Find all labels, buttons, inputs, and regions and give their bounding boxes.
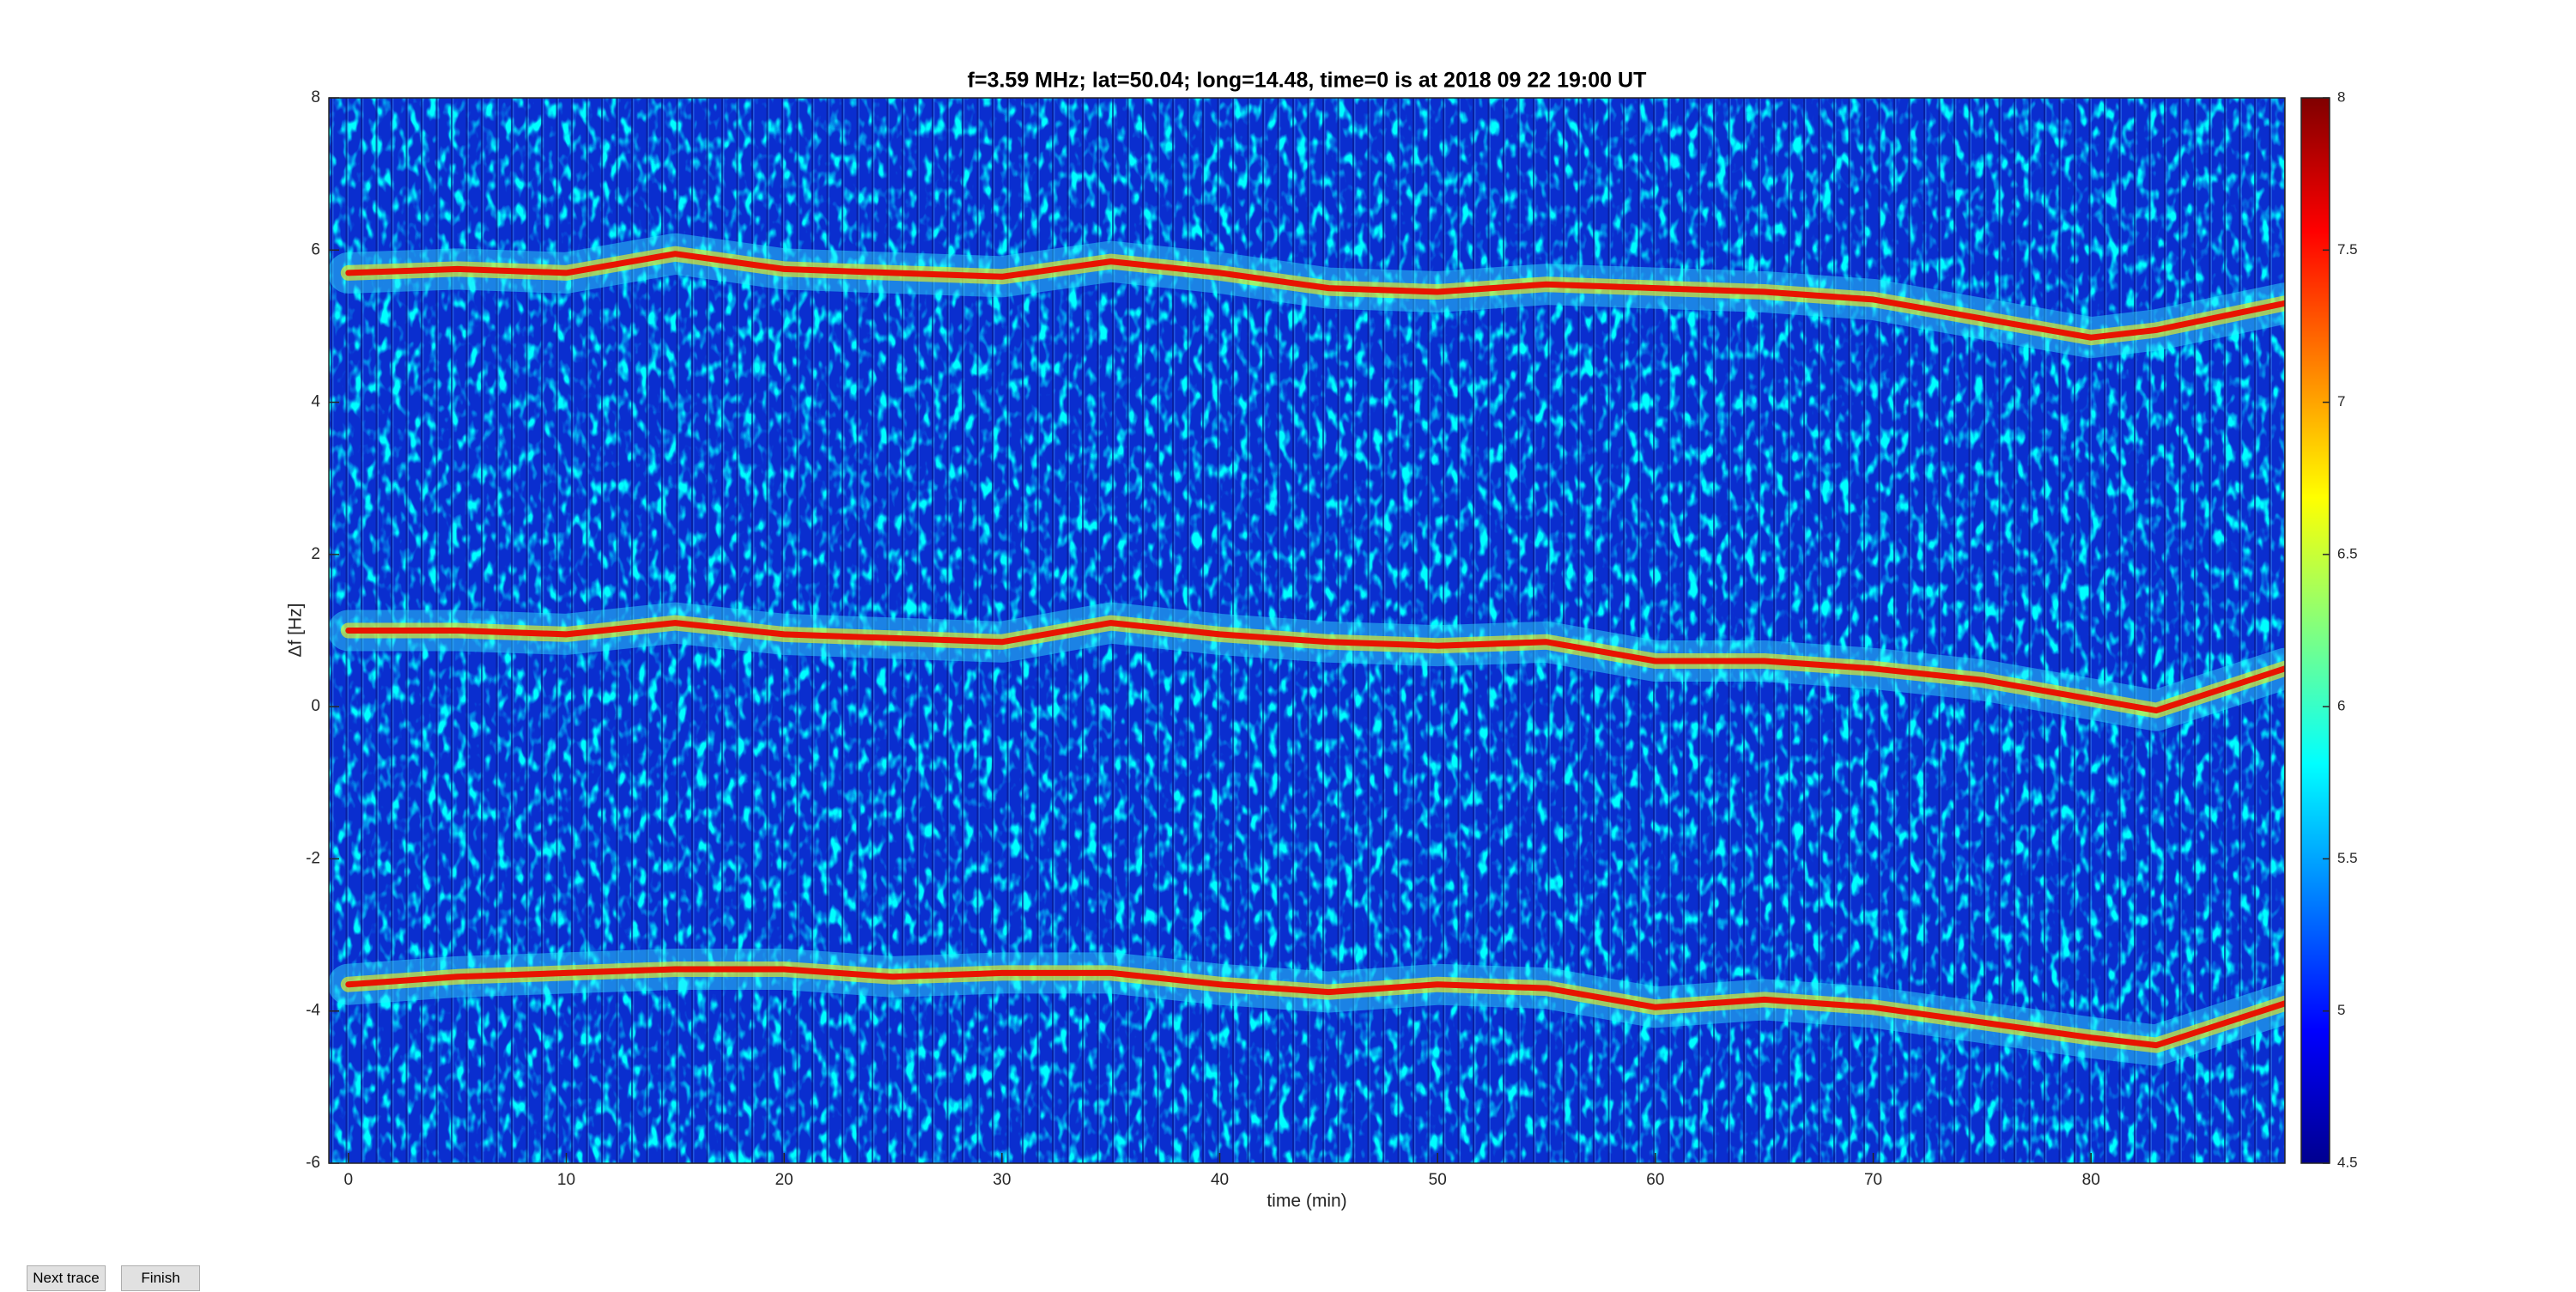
traces <box>329 233 2285 1066</box>
colorbar-tick-label: 6 <box>2337 698 2345 714</box>
colorbar-tick-label: 5 <box>2337 1002 2345 1018</box>
x-tick-label: 20 <box>775 1171 793 1189</box>
y-tick-label: 6 <box>311 240 320 258</box>
x-tick-label: 70 <box>1864 1171 1882 1189</box>
colorbar-tick-label: 8 <box>2337 88 2345 105</box>
colorbar-tick-label: 5.5 <box>2337 850 2358 866</box>
x-tick-label: 60 <box>1646 1171 1664 1189</box>
y-tick-label: -4 <box>306 1002 320 1020</box>
plot-background <box>329 98 2285 1163</box>
next-trace-button[interactable]: Next trace <box>27 1265 106 1291</box>
colorbar <box>2300 97 2330 1164</box>
y-tick-label: -6 <box>306 1154 320 1172</box>
y-tick-label: -2 <box>306 849 320 867</box>
x-tick-label: 10 <box>557 1171 575 1189</box>
x-tick-label: 80 <box>2082 1171 2100 1189</box>
colorbar-tick-label: 7.5 <box>2337 241 2358 258</box>
axes-box <box>328 97 2286 1164</box>
x-tick-label: 40 <box>1211 1171 1229 1189</box>
y-tick-label: 0 <box>311 697 320 715</box>
x-tick-label: 0 <box>344 1171 354 1189</box>
finish-button[interactable]: Finish <box>121 1265 200 1291</box>
trace-line <box>345 620 2285 714</box>
trace-line <box>345 966 2285 1049</box>
y-tick-label: 8 <box>311 88 320 106</box>
chart-title: f=3.59 MHz; lat=50.04; long=14.48, time=… <box>968 69 1647 93</box>
y-axis-label: Δf [Hz] <box>286 603 306 657</box>
y-tick-label: 4 <box>311 393 320 411</box>
y-tick-label: 2 <box>311 545 320 563</box>
colorbar-tick-label: 7 <box>2337 393 2345 409</box>
x-tick-label: 30 <box>993 1171 1011 1189</box>
x-axis-label: time (min) <box>1267 1192 1346 1211</box>
x-tick-label: 50 <box>1429 1171 1447 1189</box>
colorbar-tick-label: 4.5 <box>2337 1154 2358 1170</box>
trace-line <box>345 251 2285 341</box>
colorbar-tick-label: 6.5 <box>2337 545 2358 561</box>
figure: f=3.59 MHz; lat=50.04; long=14.48, time=… <box>286 69 2358 1211</box>
